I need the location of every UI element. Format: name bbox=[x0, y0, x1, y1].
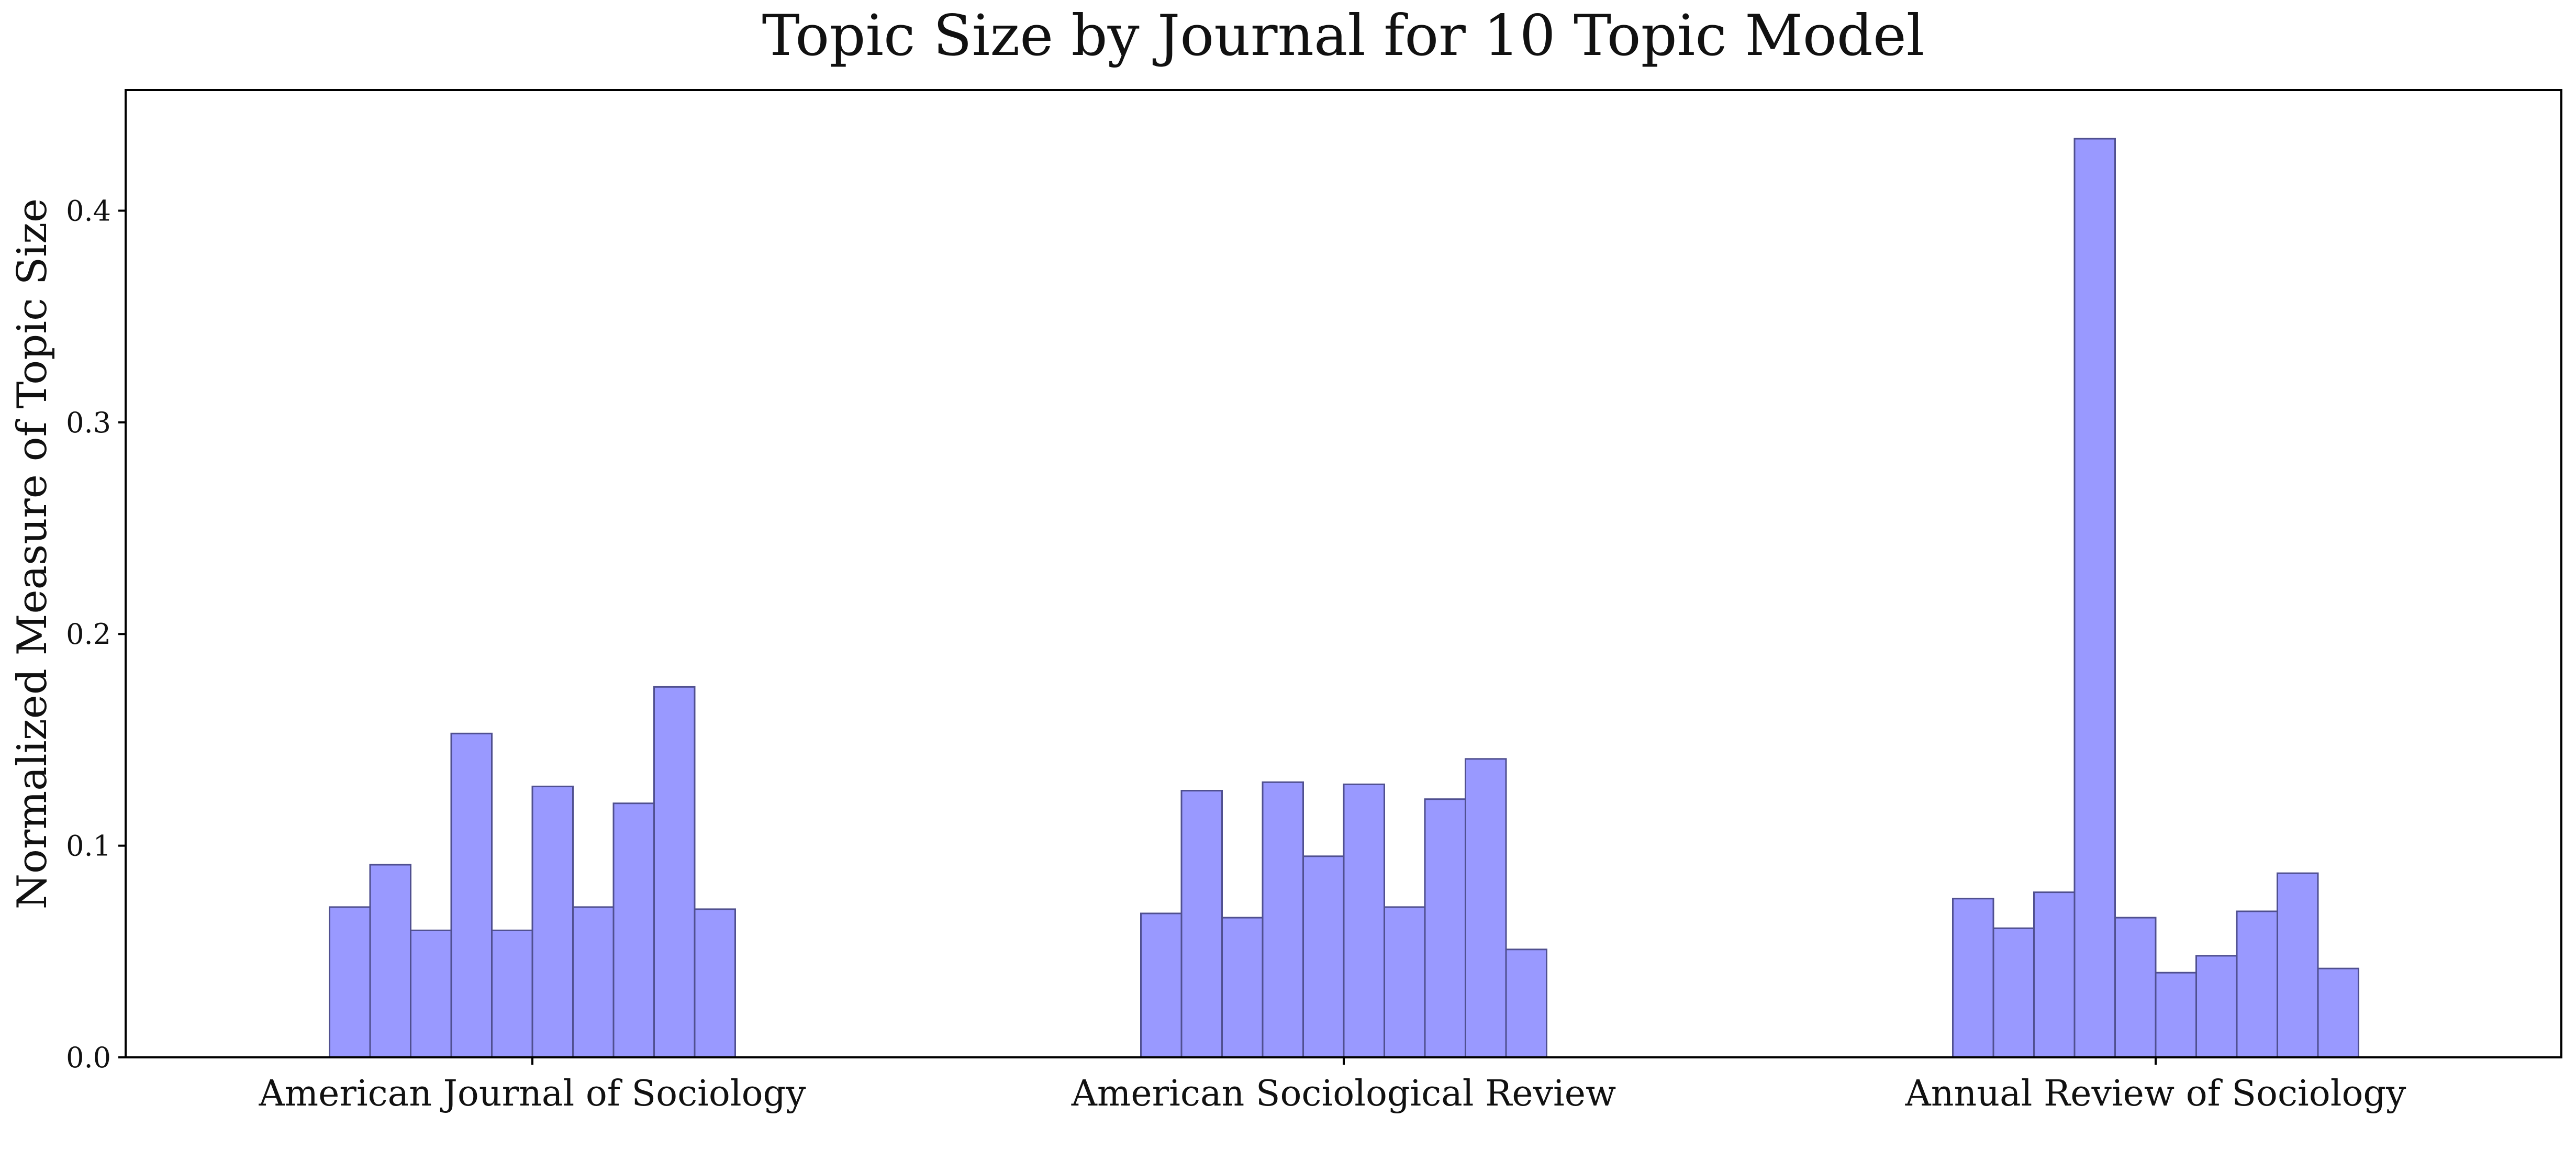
bar bbox=[2277, 872, 2319, 1058]
y-tick-label: 0.2 bbox=[66, 618, 111, 651]
bar bbox=[2033, 891, 2076, 1058]
bar bbox=[653, 686, 696, 1058]
bar bbox=[1952, 898, 1994, 1058]
x-category-label: Annual Review of Sociology bbox=[1905, 1073, 2406, 1114]
y-ticks-group: 0.0 0.1 0.2 0.3 0.4 bbox=[66, 194, 126, 1074]
bar bbox=[612, 802, 655, 1058]
bar bbox=[1343, 783, 1385, 1058]
bar bbox=[2073, 138, 2116, 1058]
bar bbox=[1262, 781, 1304, 1058]
y-tick-label: 0.4 bbox=[66, 194, 111, 227]
bars-group bbox=[329, 138, 2359, 1058]
bar bbox=[369, 864, 411, 1058]
bar bbox=[1180, 790, 1223, 1058]
bar bbox=[2114, 917, 2157, 1058]
y-tick-label: 0.0 bbox=[66, 1041, 111, 1074]
bar bbox=[491, 929, 533, 1058]
bar bbox=[1424, 798, 1466, 1058]
y-tick-label: 0.1 bbox=[66, 830, 111, 863]
bar bbox=[1302, 855, 1345, 1058]
plot-frame bbox=[125, 89, 2562, 1058]
x-category-label: American Sociological Review bbox=[1071, 1073, 1616, 1114]
chart-title: Topic Size by Journal for 10 Topic Model bbox=[762, 3, 1925, 69]
bar bbox=[2317, 967, 2359, 1058]
y-axis-label: Normalized Measure of Topic Size bbox=[9, 198, 56, 909]
bar bbox=[2236, 910, 2278, 1058]
bar bbox=[1992, 927, 2035, 1058]
bar bbox=[329, 906, 371, 1058]
bar bbox=[1384, 906, 1426, 1058]
bar bbox=[1221, 917, 1264, 1058]
bar bbox=[410, 929, 452, 1058]
bar bbox=[572, 906, 615, 1058]
bar bbox=[1465, 758, 1507, 1058]
bar bbox=[1505, 948, 1547, 1058]
bar bbox=[1140, 912, 1183, 1058]
bar bbox=[450, 732, 493, 1058]
x-ticks-group: American Journal of Sociology American So… bbox=[259, 1057, 2406, 1114]
y-tick-label: 0.3 bbox=[66, 406, 111, 439]
bar bbox=[531, 785, 574, 1058]
bar bbox=[2195, 955, 2238, 1058]
bar bbox=[2155, 972, 2197, 1058]
x-category-label: American Journal of Sociology bbox=[259, 1073, 807, 1114]
bar bbox=[694, 908, 736, 1058]
